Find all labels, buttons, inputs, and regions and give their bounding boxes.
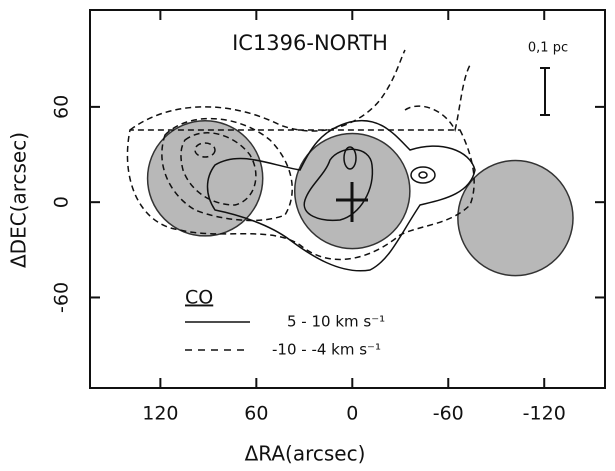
contour-dashed [161, 117, 293, 222]
legend-label: 5 - 10 km s⁻¹ [287, 313, 385, 331]
scale-bar-label: 0,1 pc [528, 41, 568, 56]
legend-title: CO [185, 287, 213, 309]
contour-solid [206, 119, 476, 272]
scale-bar: 0,1 pc [528, 41, 568, 116]
plot-frame [89, 9, 606, 389]
contour-dashed [194, 142, 216, 158]
contours [126, 49, 476, 272]
y-tick-label: -60 [51, 282, 73, 313]
y-tick-label: 0 [51, 196, 73, 208]
chart-title: IC1396-NORTH [232, 31, 388, 55]
legend: 5 - 10 km s⁻¹ -10 - -4 km s⁻¹ [185, 313, 385, 359]
x-tick-label: 0 [346, 403, 358, 425]
legend-label: -10 - -4 km s⁻¹ [272, 341, 381, 359]
beam [146, 120, 264, 237]
contour-solid [410, 166, 436, 184]
contour-solid [303, 148, 374, 222]
x-tick-label: -60 [433, 403, 464, 425]
x-axis-label: ΔRA(arcsec) [245, 442, 366, 466]
contour-solid [418, 171, 428, 179]
beam [457, 159, 574, 277]
contour-dashed [126, 49, 475, 261]
x-tick-label: 120 [142, 403, 178, 425]
x-tick-label: 60 [244, 403, 268, 425]
contour-dashed [180, 132, 257, 206]
y-tick-label: 60 [51, 95, 73, 119]
contour-solid [343, 146, 357, 170]
x-tick-label: -120 [523, 403, 566, 425]
peak-cross [336, 182, 368, 222]
y-axis-label: ΔDEC(arcsec) [7, 132, 31, 268]
